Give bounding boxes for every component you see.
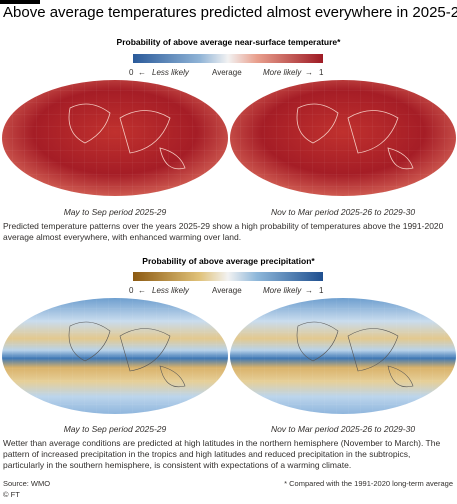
- note: Wetter than average conditions are predi…: [3, 438, 441, 470]
- mid-label: Average: [212, 286, 242, 295]
- precipitation-maps: [2, 298, 456, 414]
- less-label: Less likely: [152, 286, 189, 295]
- scale-min: 0: [129, 286, 134, 295]
- map-grid: [230, 298, 456, 414]
- credit: © FT: [3, 490, 20, 499]
- coastlines: [68, 321, 186, 388]
- coastlines: [296, 103, 414, 170]
- map-caption: Nov to Mar period 2025-26 to 2029-30: [270, 207, 416, 217]
- arrow: →: [305, 286, 313, 295]
- more-label: More likely: [263, 68, 302, 77]
- legend-title: Probability of above average near-surfac…: [116, 37, 341, 47]
- scale-max: 1: [319, 68, 324, 77]
- map-caption: May to Sep period 2025-29: [63, 207, 167, 217]
- source: Source: WMO: [3, 479, 51, 488]
- more-label: More likely: [263, 286, 302, 295]
- arrow: →: [305, 68, 313, 77]
- map-grid: [2, 298, 228, 414]
- page-title: Above average temperatures predicted alm…: [3, 4, 457, 21]
- coastlines: [296, 321, 414, 388]
- less-label: Less likely: [152, 68, 189, 77]
- mid-label: Average: [212, 68, 242, 77]
- map-caption: Nov to Mar period 2025-26 to 2029-30: [270, 424, 416, 434]
- color-scale: [133, 54, 323, 63]
- map-grid: [230, 80, 456, 196]
- brand-bar: [0, 0, 40, 4]
- arrow: ←: [138, 68, 146, 77]
- scale-max: 1: [319, 286, 324, 295]
- coastlines: [68, 103, 186, 170]
- color-scale: [133, 272, 323, 281]
- legend-title: Probability of above average precipitati…: [142, 256, 315, 266]
- arrow: ←: [138, 286, 146, 295]
- footnote: * Compared with the 1991-2020 long-term …: [284, 479, 453, 488]
- temperature-maps: [2, 80, 456, 196]
- scale-min: 0: [129, 68, 134, 77]
- note: Predicted temperature patterns over the …: [3, 221, 444, 242]
- map-grid: [2, 80, 228, 196]
- map-caption: May to Sep period 2025-29: [63, 424, 167, 434]
